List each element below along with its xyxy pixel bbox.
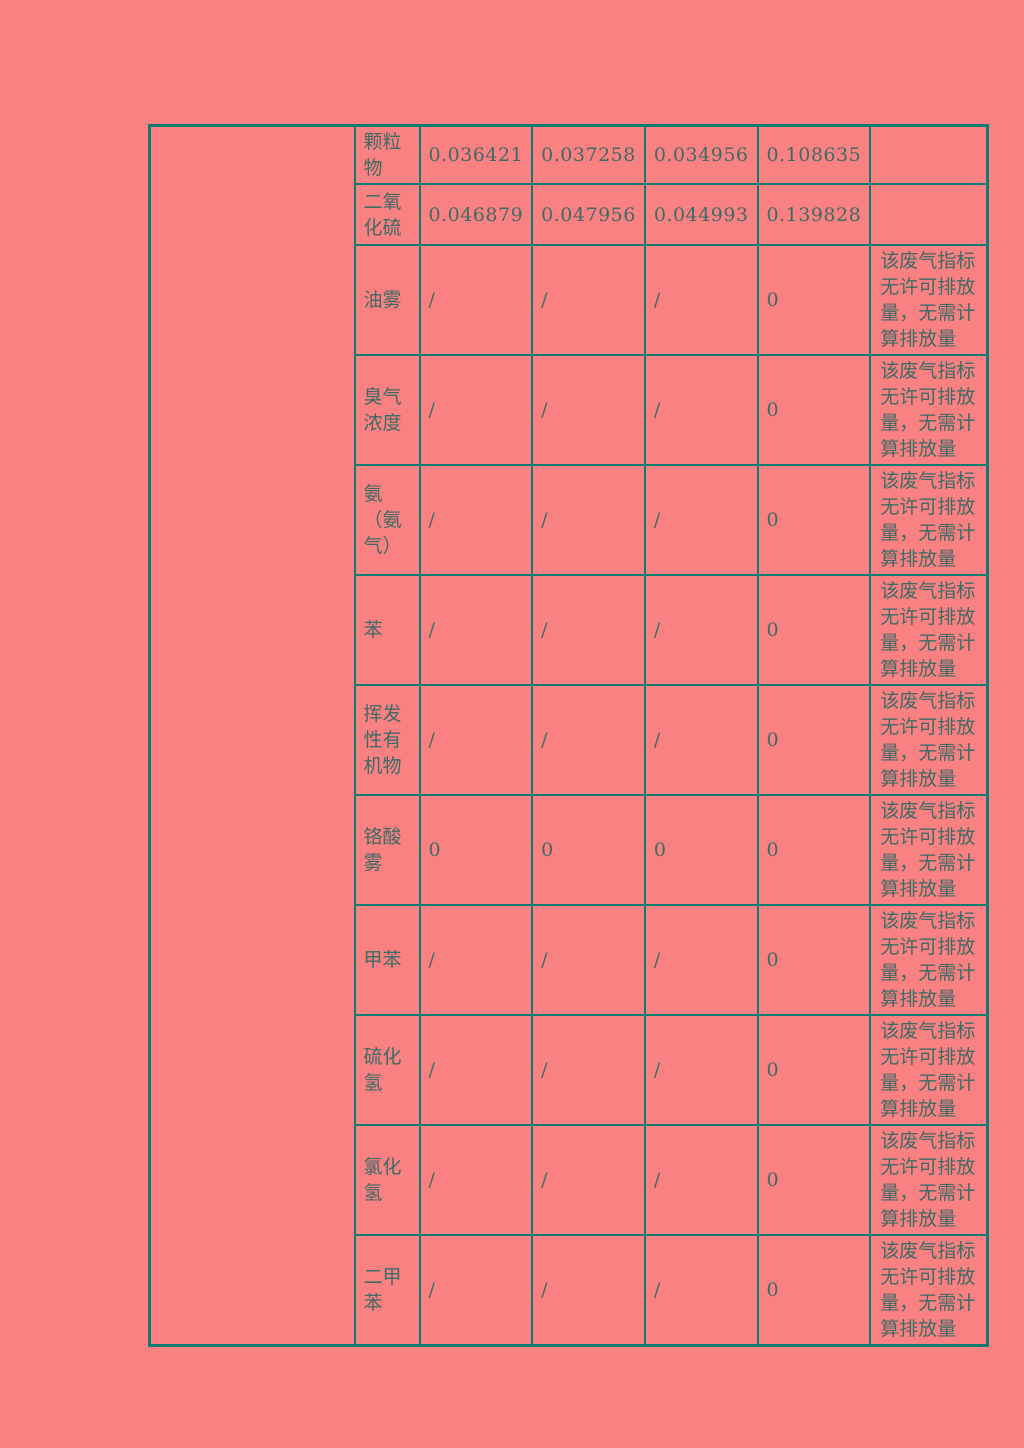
emission-value-cell: /	[531, 1234, 646, 1347]
remark-cell: 该废气指标无许可排放量，无需计算排放量	[869, 794, 989, 906]
emission-value-cell: /	[418, 1234, 534, 1347]
emission-value-cell: /	[531, 354, 646, 466]
emissions-table: 颗粒物 0.036421 0.037258 0.034956 0.108635 二氧化硫 0…	[148, 124, 989, 1347]
remark-cell: 该废气指标无许可排放量，无需计算排放量	[869, 1234, 989, 1347]
emission-value-cell: /	[531, 684, 646, 796]
emission-value-cell: 0	[643, 794, 759, 906]
pollutant-name-cell: 颗粒物	[353, 124, 421, 185]
emission-value-cell: 0	[756, 464, 872, 576]
emission-value-cell: /	[643, 354, 759, 466]
table-row: 臭气浓度 / //0 该废气指标无许可排放量，无需计算排放量	[150, 354, 989, 466]
emission-value-cell: /	[643, 684, 759, 796]
remark-cell: 该废气指标无许可排放量，无需计算排放量	[869, 244, 989, 356]
remark-cell: 该废气指标无许可排放量，无需计算排放量	[869, 574, 989, 686]
emission-value-cell: /	[531, 464, 646, 576]
table-row: 挥发性有机物 / //0 该废气指标无许可排放量，无需计算排放量	[150, 684, 989, 796]
emission-value-cell: 0	[756, 684, 872, 796]
emission-value-cell: /	[531, 1124, 646, 1236]
emission-value-cell: 0.139828	[756, 183, 872, 246]
emission-value-cell: /	[418, 1124, 534, 1236]
emission-value-cell: /	[418, 464, 534, 576]
emission-value-cell: /	[531, 904, 646, 1016]
pollutant-name-cell: 苯	[353, 574, 421, 686]
emission-value-cell: /	[418, 244, 534, 356]
remark-cell	[869, 124, 989, 185]
pollutant-name-cell: 甲苯	[353, 904, 421, 1016]
emission-value-cell: /	[643, 1014, 759, 1126]
emission-value-cell: 0	[756, 904, 872, 1016]
emission-value-cell: /	[418, 684, 534, 796]
table-row: 铬酸雾 0 0 0 0 该废气指标无许可排放量，无需计算排放量	[150, 794, 989, 906]
emission-value-cell: 0.047956	[531, 183, 646, 246]
emission-value-cell: 0	[756, 574, 872, 686]
emission-value-cell: 0	[418, 794, 534, 906]
table-row: 二氧化硫 0.046879 0.047956 0.044993 0.139828	[150, 183, 989, 246]
emission-value-cell: 0.037258	[531, 124, 646, 185]
emission-value-cell: /	[643, 904, 759, 1016]
emission-value-cell: 0	[756, 244, 872, 356]
emission-value-cell: 0	[531, 794, 646, 906]
emission-value-cell: /	[418, 354, 534, 466]
remark-cell: 该废气指标无许可排放量，无需计算排放量	[869, 1124, 989, 1236]
emission-value-cell: /	[531, 1014, 646, 1126]
remark-cell: 该废气指标无许可排放量，无需计算排放量	[869, 904, 989, 1016]
pollutant-name-cell: 铬酸雾	[353, 794, 421, 906]
emission-value-cell: /	[643, 1234, 759, 1347]
remark-cell: 该废气指标无许可排放量，无需计算排放量	[869, 684, 989, 796]
emission-value-cell: 0	[756, 354, 872, 466]
emission-value-cell: /	[531, 244, 646, 356]
remark-cell: 该废气指标无许可排放量，无需计算排放量	[869, 1014, 989, 1126]
pollutant-name-cell: 挥发性有机物	[353, 684, 421, 796]
emission-value-cell: 0.034956	[643, 124, 759, 185]
table-row: 颗粒物 0.036421 0.037258 0.034956 0.108635	[148, 124, 989, 1347]
merged-left-cell	[148, 124, 356, 1347]
emission-value-cell: /	[531, 574, 646, 686]
emission-value-cell: /	[643, 1124, 759, 1236]
table-row: 油雾 / //0 该废气指标无许可排放量，无需计算排放量	[150, 244, 989, 356]
emission-value-cell: 0.108635	[756, 124, 872, 185]
pollutant-name-cell: 二甲苯	[353, 1234, 421, 1347]
emission-value-cell: /	[418, 574, 534, 686]
table-row: 苯 / //0 该废气指标无许可排放量，无需计算排放量	[150, 574, 989, 686]
pollutant-name-cell: 油雾	[353, 244, 421, 356]
table-row: 氨（氨气） / //0 该废气指标无许可排放量，无需计算排放量	[150, 464, 989, 576]
emission-value-cell: /	[418, 904, 534, 1016]
emission-value-cell: 0.036421	[418, 124, 534, 185]
table-row: 硫化氢 / //0 该废气指标无许可排放量，无需计算排放量	[150, 1014, 989, 1126]
emission-value-cell: 0	[756, 1234, 872, 1347]
pollutant-name-cell: 硫化氢	[353, 1014, 421, 1126]
table-row: 氯化氢 / //0 该废气指标无许可排放量，无需计算排放量	[150, 1124, 989, 1236]
remark-cell: 该废气指标无许可排放量，无需计算排放量	[869, 354, 989, 466]
emission-value-cell: /	[418, 1014, 534, 1126]
pollutant-name-cell: 臭气浓度	[353, 354, 421, 466]
pollutant-name-cell: 氯化氢	[353, 1124, 421, 1236]
pollutant-name-cell: 氨（氨气）	[353, 464, 421, 576]
pollutant-name-cell: 二氧化硫	[353, 183, 421, 246]
emission-value-cell: 0	[756, 794, 872, 906]
emission-value-cell: 0	[756, 1014, 872, 1126]
emission-value-cell: /	[643, 244, 759, 356]
emission-value-cell: /	[643, 464, 759, 576]
table-row: 甲苯 / //0 该废气指标无许可排放量，无需计算排放量	[150, 904, 989, 1016]
remark-cell	[869, 183, 989, 246]
emission-value-cell: 0	[756, 1124, 872, 1236]
remark-cell: 该废气指标无许可排放量，无需计算排放量	[869, 464, 989, 576]
table-row: 二甲苯 / //0 该废气指标无许可排放量，无需计算排放量	[150, 1234, 989, 1347]
emission-value-cell: /	[643, 574, 759, 686]
emission-value-cell: 0.046879	[418, 183, 534, 246]
emission-value-cell: 0.044993	[643, 183, 759, 246]
